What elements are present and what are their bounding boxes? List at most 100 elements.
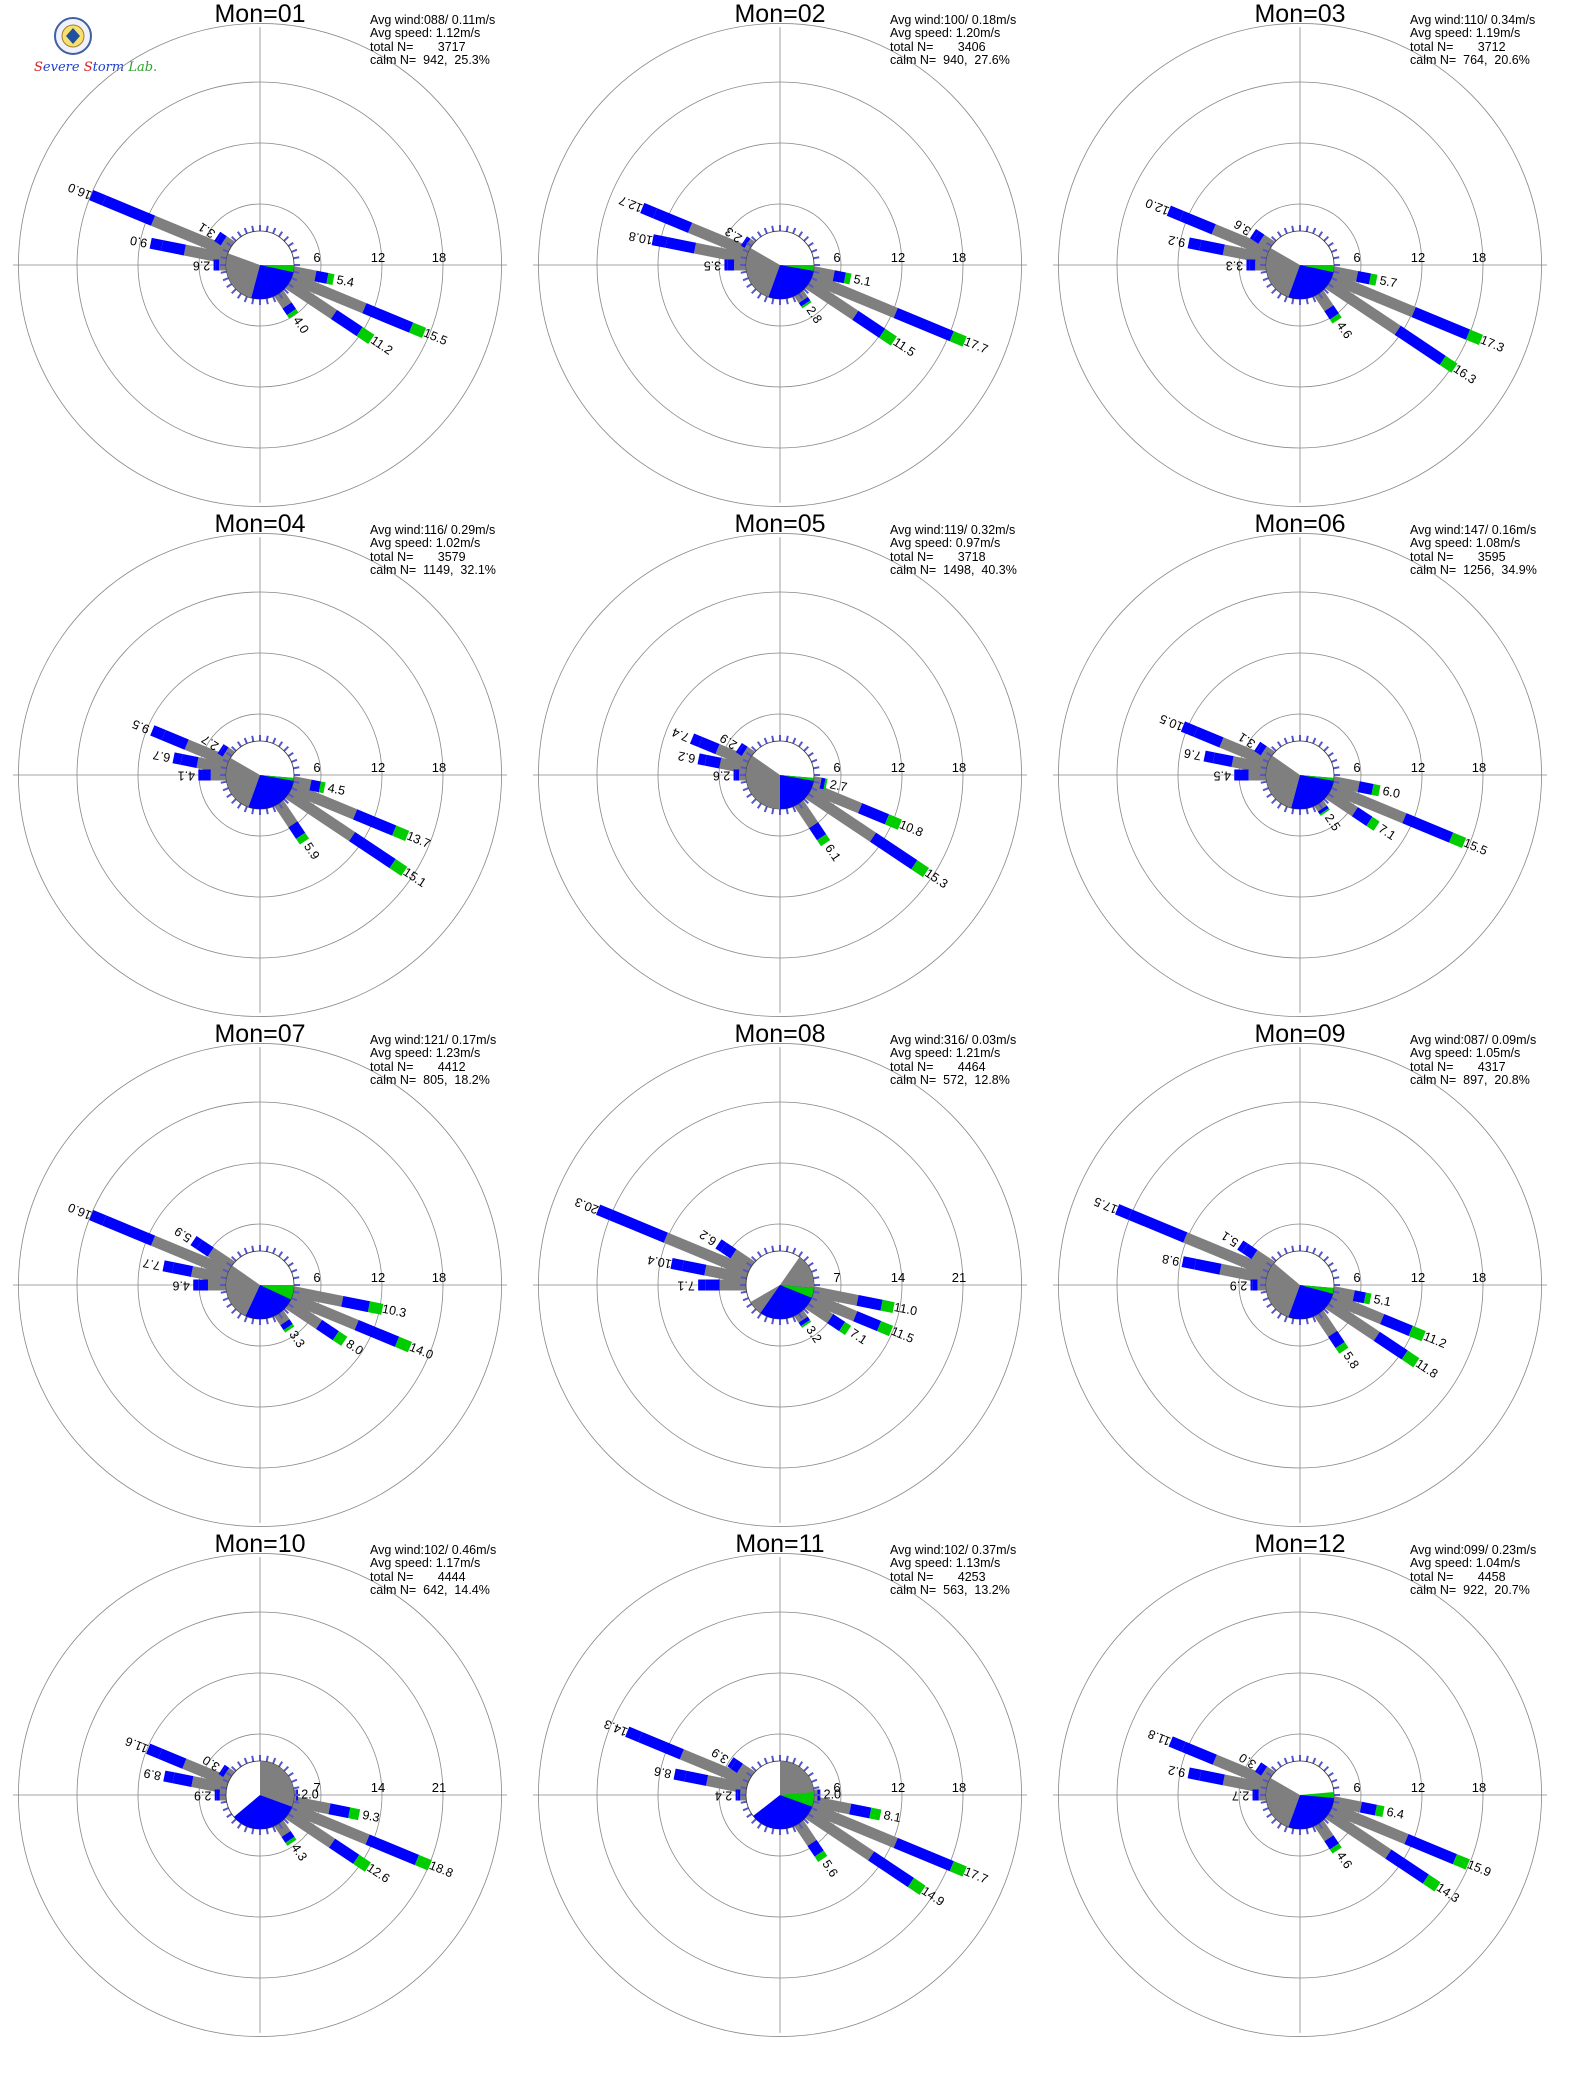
petal-gray-segment — [805, 1809, 875, 1861]
center-green-sector — [780, 1285, 814, 1298]
minor-direction-tick — [1283, 1316, 1288, 1323]
minor-direction-tick — [1318, 1761, 1324, 1768]
calm-n-readout: calm N= 897, 20.8% — [1410, 1073, 1530, 1088]
petal-value-label: 6.0 — [1381, 784, 1401, 801]
minor-direction-tick — [742, 1778, 749, 1783]
petal-blue-segment — [280, 1319, 293, 1331]
petal-blue-segment — [737, 744, 748, 756]
minor-direction-tick — [236, 1312, 242, 1319]
petal-blue-segment — [1355, 270, 1372, 285]
center-blue-sector — [1288, 1285, 1334, 1320]
minor-direction-tick — [807, 793, 814, 799]
calm-n-readout: calm N= 922, 20.7% — [1410, 1583, 1530, 1598]
petal-blue-segment — [102, 195, 156, 226]
petal-value-label: 16.3 — [1451, 362, 1479, 387]
center-gray-sector — [1266, 248, 1300, 297]
tick-label: 6 — [833, 250, 840, 265]
minor-direction-tick — [278, 802, 284, 809]
grid-ring — [657, 1672, 903, 1918]
minor-direction-tick — [792, 737, 797, 744]
panel-title: Mon=04 — [214, 510, 306, 538]
avg-wind-readout: Avg wind:100/ 0.18m/s — [890, 13, 1017, 27]
petal-blue-tip — [1234, 769, 1240, 781]
center-green-sector — [780, 1792, 814, 1807]
petal-value-label: 4.6 — [173, 1279, 190, 1293]
petal-blue-segment — [808, 822, 827, 841]
minor-direction-tick — [746, 1813, 753, 1819]
wind-petal: 14.0 — [289, 1292, 435, 1362]
calm-center-disc — [745, 230, 815, 300]
minor-direction-tick — [813, 270, 820, 274]
petal-gray-segment — [289, 272, 367, 314]
minor-direction-tick — [792, 806, 797, 813]
petal-green-segment — [839, 1321, 852, 1336]
avg-speed-readout: Avg speed: 1.23m/s — [370, 1046, 481, 1061]
minor-direction-tick — [1323, 746, 1329, 752]
petal-gray-segment — [1222, 1774, 1268, 1794]
minor-direction-tick — [763, 227, 768, 234]
grid-ring — [1177, 1672, 1423, 1918]
grid-ring — [596, 1101, 964, 1469]
panel-title: Mon=12 — [1254, 1530, 1346, 1558]
petal-blue-segment — [158, 1748, 187, 1769]
minor-direction-tick — [751, 1308, 757, 1314]
petal-blue-segment — [893, 1837, 954, 1872]
tick-label: 6 — [833, 1780, 840, 1795]
minor-direction-tick — [751, 1766, 757, 1772]
petal-green-segment — [814, 1850, 828, 1863]
wind-petal: 9.0 — [129, 233, 228, 264]
petal-blue-segment — [102, 1215, 156, 1246]
tick-label: 12 — [891, 760, 905, 775]
petal-value-label: 11.0 — [893, 1300, 919, 1318]
minor-direction-tick — [1312, 1757, 1317, 1764]
minor-direction-tick — [1271, 1256, 1277, 1262]
petal-value-label: 13.7 — [405, 829, 433, 851]
petal-green-segment — [283, 1324, 295, 1333]
wind-petal: 7.1 — [805, 1299, 870, 1347]
grid-ring — [718, 713, 842, 837]
petal-blue-segment — [1328, 1330, 1345, 1349]
petal-blue-segment — [742, 237, 751, 248]
petal-blue-tip — [697, 753, 707, 766]
petal-gray-segment — [1211, 224, 1271, 258]
grid-ring — [137, 1672, 383, 1918]
petal-value-label: 5.1 — [852, 272, 872, 289]
minor-direction-tick — [1331, 787, 1338, 792]
petal-green-segment — [1374, 1804, 1385, 1817]
minor-direction-tick — [283, 1308, 289, 1314]
minor-direction-tick — [1271, 746, 1277, 752]
petal-gray-segment — [1219, 1263, 1268, 1284]
minor-direction-tick — [1331, 758, 1338, 763]
wind-petal: 5.1 — [812, 266, 872, 289]
minor-direction-tick — [746, 1261, 753, 1267]
minor-direction-tick — [1318, 741, 1324, 748]
wind-petal: 16.0 — [66, 1200, 231, 1278]
minor-direction-tick — [742, 1807, 749, 1812]
petal-gray-segment — [719, 1279, 746, 1291]
tick-label: 6 — [313, 250, 320, 265]
total-n-readout: total N= 4458 — [1410, 1569, 1506, 1584]
petal-blue-segment — [309, 779, 321, 793]
minor-direction-tick — [293, 256, 300, 260]
minor-direction-tick — [792, 1826, 797, 1833]
outer-ring — [18, 1043, 502, 1527]
tick-label: 18 — [1472, 760, 1486, 775]
petal-value-label: 7.1 — [677, 1279, 694, 1293]
minor-direction-tick — [272, 737, 277, 744]
avg-wind-readout: Avg wind:102/ 0.37m/s — [890, 1543, 1017, 1557]
wind-petal: 9.2 — [1167, 233, 1268, 264]
minor-direction-tick — [740, 256, 747, 260]
wind-rose-panel: 6 12 18 17.5 9.8 5.1 2.9 11.2 11.8 5.1 5.8 Mon=09 Av… — [1040, 1020, 1560, 1530]
petal-value-label: 8.1 — [882, 1808, 902, 1825]
petal-value-label: 10.8 — [897, 817, 925, 839]
center-blue-sector — [251, 265, 294, 299]
grid-ring — [137, 142, 383, 388]
petal-blue-segment — [1351, 807, 1373, 826]
petal-blue-segment — [341, 1295, 371, 1313]
minor-direction-tick — [1331, 1268, 1338, 1273]
minor-direction-tick — [807, 1261, 814, 1267]
center-gray-sector — [260, 1761, 295, 1807]
center-blue-sector — [1291, 775, 1334, 809]
panel-title: Mon=03 — [1254, 0, 1346, 28]
